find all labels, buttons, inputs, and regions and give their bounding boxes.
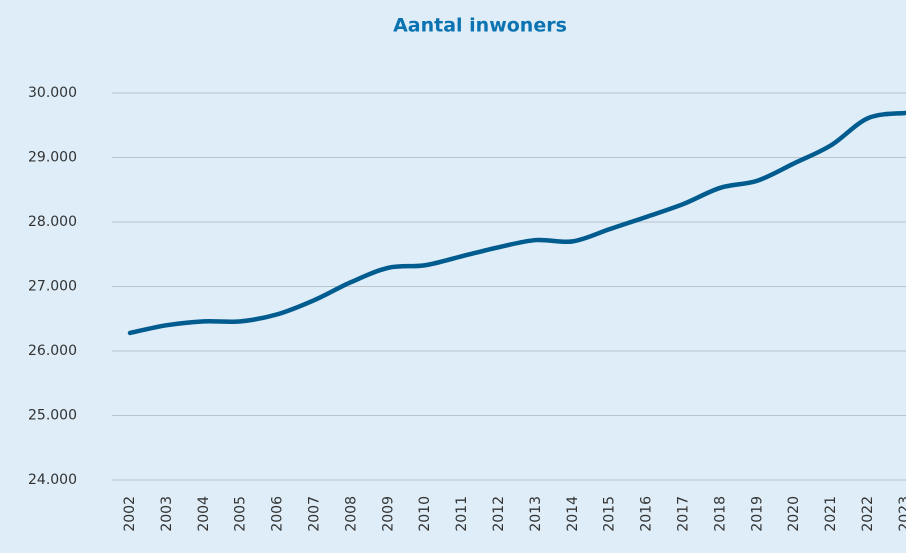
x-tick-label: 2008 xyxy=(343,496,359,532)
x-tick-label: 2022 xyxy=(860,496,876,532)
y-tick-label: 28.000 xyxy=(28,214,77,230)
x-tick-label: 2020 xyxy=(786,496,802,532)
x-tick-label: 2018 xyxy=(712,496,728,532)
line-series xyxy=(127,110,906,336)
x-tick-label: 2007 xyxy=(307,496,323,532)
x-tick-label: 2013 xyxy=(528,496,544,532)
x-tick-label: 2014 xyxy=(565,496,581,532)
x-tick-label: 2021 xyxy=(823,496,839,532)
y-tick-label: 24.000 xyxy=(28,472,77,488)
y-tick-label: 26.000 xyxy=(28,343,77,359)
y-tick-label: 27.000 xyxy=(28,279,77,295)
x-tick-label: 2019 xyxy=(749,496,765,532)
chart-title: Aantal inwoners xyxy=(393,15,567,37)
y-tick-label: 30.000 xyxy=(28,85,77,101)
y-tick-label: 29.000 xyxy=(28,150,77,166)
x-tick-label: 2015 xyxy=(602,496,618,532)
x-tick-label: 2002 xyxy=(122,496,138,532)
x-tick-label: 2006 xyxy=(270,496,286,532)
x-tick-label: 2023 xyxy=(897,496,906,532)
x-tick-label: 2004 xyxy=(196,496,212,532)
x-tick-label: 2009 xyxy=(380,496,396,532)
x-tick-label: 2012 xyxy=(491,496,507,532)
y-tick-label: 25.000 xyxy=(28,408,77,424)
x-tick-label: 2010 xyxy=(417,496,433,532)
x-tick-label: 2011 xyxy=(454,496,470,532)
x-tick-label: 2016 xyxy=(639,496,655,532)
x-tick-label: 2005 xyxy=(233,496,249,532)
x-tick-label: 2003 xyxy=(159,496,175,532)
x-tick-label: 2017 xyxy=(676,496,692,532)
